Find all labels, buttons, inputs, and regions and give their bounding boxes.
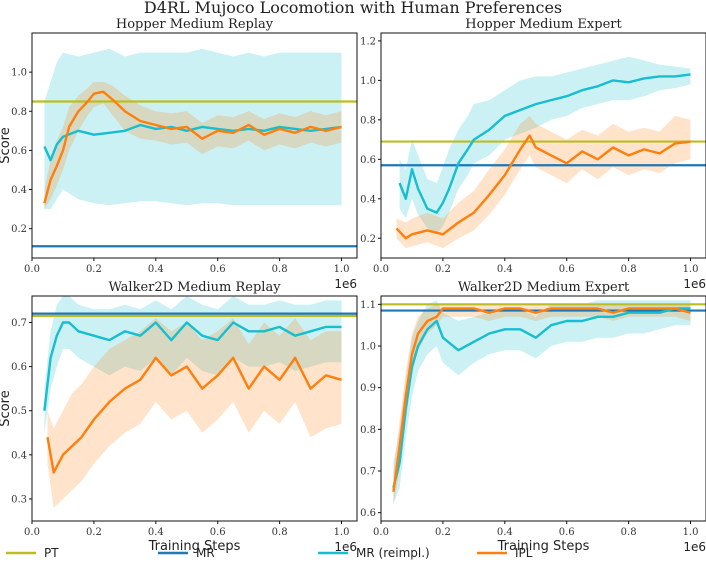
x-tick-label: 0.2: [435, 527, 451, 538]
x-multiplier: 1e6: [334, 540, 357, 554]
axes-frame: [31, 32, 358, 259]
y-tick-label: 0.8: [360, 115, 376, 126]
legend-label-ipl: IPL: [515, 546, 533, 560]
y-tick-label: 0.6: [11, 146, 27, 157]
x-tick-label: 0.2: [86, 527, 102, 538]
legend-label-mr-reimpl: MR (reimpl.): [356, 546, 430, 560]
plot-area: [32, 296, 357, 508]
x-tick-label: 1.0: [334, 527, 350, 538]
line-mr-reimpl: [392, 307, 691, 488]
y-tick-label: 0.4: [11, 185, 27, 196]
x-multiplier: 1e6: [683, 277, 706, 291]
y-axis-label: Score: [0, 127, 13, 163]
x-tick-label: 0.8: [272, 264, 288, 275]
y-tick-label: 0.7: [11, 318, 27, 329]
legend-label-pt: PT: [44, 546, 59, 560]
panels: Hopper Medium Replay 0.0 0.2 0.4 0.6 0.8 1.0 0.…: [0, 17, 706, 554]
y-tick-label: 0.2: [360, 234, 376, 245]
x-tick-label: 0.8: [621, 527, 637, 538]
x-axis-label: Training Steps: [497, 539, 590, 554]
x-tick-label: 0.2: [435, 264, 451, 275]
plot-area: [381, 300, 706, 505]
x-tick-label: 0.6: [210, 527, 226, 538]
x-multiplier: 1e6: [334, 277, 357, 291]
y-tick-label: 1.2: [360, 36, 376, 47]
x-tick-label: 0.8: [272, 527, 288, 538]
x-tick-label: 0.0: [24, 264, 40, 275]
axes-frame: [380, 295, 706, 522]
legend: PT MR MR (reimpl.) IPL: [6, 546, 533, 560]
x-tick-label: 1.0: [334, 264, 350, 275]
x-tick-label: 0.6: [559, 527, 575, 538]
y-tick-label: 0.6: [360, 508, 376, 519]
chart-panel-4: Walker2D Medium Expert 0.0 0.2 0.4 0.6 0.8 1.0…: [360, 280, 706, 554]
y-tick-label: 0.4: [360, 194, 376, 205]
x-tick-label: 0.4: [497, 264, 513, 275]
y-tick-label: 1.0: [360, 76, 376, 87]
y-tick-label: 0.8: [11, 107, 27, 118]
x-tick-label: 0.4: [497, 527, 513, 538]
y-tick-label: 0.3: [11, 494, 27, 505]
x-tick-label: 0.0: [373, 527, 389, 538]
band-ipl: [393, 304, 691, 505]
line-mr-reimpl: [43, 321, 342, 411]
band-ipl: [44, 81, 342, 210]
legend-label-mr: MR: [196, 546, 215, 560]
line-mr-reimpl: [398, 73, 691, 214]
chart-panel-2: Hopper Medium Expert 0.0 0.2 0.4 0.6 0.8 1.0 0.…: [360, 17, 706, 291]
line-ipl: [395, 134, 691, 240]
y-tick-label: 0.2: [11, 224, 27, 235]
band-mr-reimpl: [399, 56, 691, 235]
x-tick-label: 0.4: [148, 264, 164, 275]
x-tick-label: 0.8: [621, 264, 637, 275]
axes-frame: [31, 295, 358, 522]
x-tick-label: 0.6: [210, 264, 226, 275]
y-tick-label: 0.5: [11, 406, 27, 417]
y-axis-label: Score: [0, 390, 13, 426]
plot-area: [381, 56, 706, 249]
x-tick-label: 1.0: [683, 264, 699, 275]
panel-title: Hopper Medium Expert: [465, 17, 622, 32]
y-tick-label: 1.1: [360, 300, 376, 311]
x-tick-label: 0.6: [559, 264, 575, 275]
y-tick-label: 0.9: [360, 383, 376, 394]
x-tick-label: 0.0: [373, 264, 389, 275]
y-tick-label: 0.6: [11, 362, 27, 373]
chart-panel-1: Hopper Medium Replay 0.0 0.2 0.4 0.6 0.8 1.0 0.…: [0, 17, 358, 291]
y-tick-label: 1.0: [11, 68, 27, 79]
chart-panel-3: Walker2D Medium Replay 0.0 0.2 0.4 0.6 0.8 1.0…: [0, 280, 358, 554]
figure-title: D4RL Mujoco Locomotion with Human Prefer…: [144, 0, 562, 17]
line-ipl: [43, 90, 342, 204]
y-tick-label: 0.4: [11, 450, 27, 461]
y-tick-label: 0.8: [360, 425, 376, 436]
x-tick-label: 0.4: [148, 527, 164, 538]
line-ipl: [392, 307, 691, 492]
band-ipl: [47, 318, 342, 508]
axes-frame: [380, 32, 706, 259]
x-tick-label: 0.0: [24, 527, 40, 538]
x-multiplier: 1e6: [683, 540, 706, 554]
plot-area: [32, 48, 357, 248]
panel-title: Walker2D Medium Expert: [458, 280, 630, 295]
x-tick-label: 1.0: [683, 527, 699, 538]
y-tick-label: 1.0: [360, 342, 376, 353]
y-tick-label: 0.6: [360, 155, 376, 166]
x-axis-label: Training Steps: [148, 539, 241, 554]
panel-title: Walker2D Medium Replay: [108, 280, 281, 295]
band-mr-reimpl: [393, 300, 691, 505]
line-ipl: [46, 356, 342, 474]
x-tick-label: 0.2: [86, 264, 102, 275]
panel-title: Hopper Medium Replay: [116, 17, 274, 32]
y-tick-label: 0.7: [360, 467, 376, 478]
